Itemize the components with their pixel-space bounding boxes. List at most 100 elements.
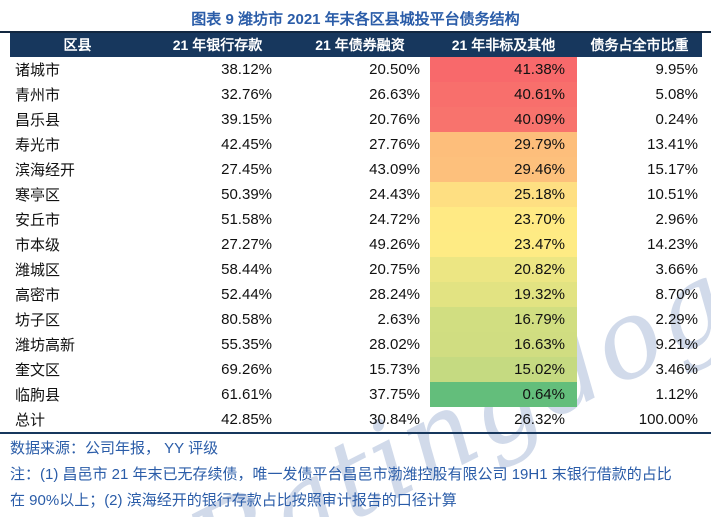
column-header-district: 区县 [10, 33, 145, 57]
bank-deposit-cell: 61.61% [221, 386, 272, 403]
table-row: 临朐县 61.61% 37.75% 0.64% 1.12% [10, 382, 702, 407]
bond-financing-cell: 24.72% [369, 211, 420, 228]
bond-financing-cell: 20.50% [369, 61, 420, 78]
nonstd-other-cell: 26.32% [514, 411, 565, 428]
bond-financing-cell: 37.75% [369, 386, 420, 403]
bond-financing-cell: 24.43% [369, 186, 420, 203]
bond-financing-cell: 26.63% [369, 86, 420, 103]
district-cell: 诸城市 [15, 62, 61, 79]
nonstd-other-cell: 25.18% [430, 182, 577, 207]
table-row: 潍城区 58.44% 20.75% 20.82% 3.66% [10, 257, 702, 282]
bank-deposit-cell: 39.15% [221, 111, 272, 128]
citywide-share-cell: 9.95% [655, 61, 698, 78]
district-cell: 寒亭区 [15, 187, 61, 204]
nonstd-other-cell: 23.47% [430, 232, 577, 257]
citywide-share-cell: 2.29% [655, 311, 698, 328]
data-source-line: 数据来源：公司年报， YY 评级 [10, 440, 219, 457]
citywide-share-cell: 8.70% [655, 286, 698, 303]
bond-financing-cell: 43.09% [369, 161, 420, 178]
debt-structure-table: 区县 21 年银行存款 21 年债券融资 21 年非标及其他 债务占全市比重 诸… [10, 33, 702, 432]
bank-deposit-cell: 80.58% [221, 311, 272, 328]
nonstd-other-cell: 40.61% [430, 82, 577, 107]
table-row: 潍坊高新 55.35% 28.02% 16.63% 9.21% [10, 332, 702, 357]
bank-deposit-cell: 32.76% [221, 86, 272, 103]
table-row: 寿光市 42.45% 27.76% 29.79% 13.41% [10, 132, 702, 157]
citywide-share-cell: 2.96% [655, 211, 698, 228]
nonstd-other-cell: 40.09% [430, 107, 577, 132]
table-body: 诸城市 38.12% 20.50% 41.38% 9.95% 青州市 32.76% 26.63… [10, 57, 702, 432]
bond-financing-cell: 28.02% [369, 336, 420, 353]
district-cell: 奎文区 [15, 362, 61, 379]
table-row: 安丘市 51.58% 24.72% 23.70% 2.96% [10, 207, 702, 232]
bank-deposit-cell: 27.45% [221, 161, 272, 178]
page-title: 图表 9 潍坊市 2021 年末各区县城投平台债务结构 [191, 11, 520, 28]
citywide-share-cell: 14.23% [647, 236, 698, 253]
nonstd-other-cell: 15.02% [430, 357, 577, 382]
district-cell: 高密市 [15, 287, 61, 304]
district-cell: 临朐县 [15, 387, 61, 404]
nonstd-other-cell: 20.82% [430, 257, 577, 282]
bond-financing-cell: 15.73% [369, 361, 420, 378]
nonstd-other-cell: 41.38% [430, 57, 577, 82]
bond-financing-cell: 27.76% [369, 136, 420, 153]
bank-deposit-cell: 42.85% [221, 411, 272, 428]
district-cell: 潍城区 [15, 262, 61, 279]
bond-financing-cell: 20.76% [369, 111, 420, 128]
bond-financing-cell: 20.75% [369, 261, 420, 278]
nonstd-other-cell: 16.79% [430, 307, 577, 332]
district-cell: 潍坊高新 [15, 337, 76, 354]
citywide-share-cell: 15.17% [647, 161, 698, 178]
bottom-divider [0, 432, 711, 434]
citywide-share-cell: 0.24% [655, 111, 698, 128]
column-header-share: 债务占全市比重 [577, 33, 702, 57]
citywide-share-cell: 1.12% [655, 386, 698, 403]
bond-financing-cell: 28.24% [369, 286, 420, 303]
table-row: 市本级 27.27% 49.26% 23.47% 14.23% [10, 232, 702, 257]
footnote-block: 数据来源：公司年报， YY 评级 注：(1) 昌邑市 21 年末已无存续债，唯一… [10, 436, 705, 514]
table-row: 总计 42.85% 30.84% 26.32% 100.00% [10, 407, 702, 432]
table-row: 诸城市 38.12% 20.50% 41.38% 9.95% [10, 57, 702, 82]
district-cell: 坊子区 [15, 312, 61, 329]
district-cell: 市本级 [15, 237, 61, 254]
nonstd-other-cell: 29.46% [430, 157, 577, 182]
nonstd-other-cell: 0.64% [430, 382, 577, 407]
note-line-1: 注：(1) 昌邑市 21 年末已无存续债，唯一发债平台昌邑市渤潍控股有限公司 1… [10, 466, 672, 483]
district-cell: 寿光市 [15, 137, 61, 154]
note-line-2: 在 90%以上；(2) 滨海经开的银行存款占比按照审计报告的口径计算 [10, 492, 457, 509]
bond-financing-cell: 49.26% [369, 236, 420, 253]
bank-deposit-cell: 38.12% [221, 61, 272, 78]
bank-deposit-cell: 27.27% [221, 236, 272, 253]
bond-financing-cell: 2.63% [377, 311, 420, 328]
bank-deposit-cell: 69.26% [221, 361, 272, 378]
table-row: 高密市 52.44% 28.24% 19.32% 8.70% [10, 282, 702, 307]
district-cell: 青州市 [15, 87, 61, 104]
nonstd-other-cell: 16.63% [430, 332, 577, 357]
table-row: 滨海经开 27.45% 43.09% 29.46% 15.17% [10, 157, 702, 182]
bank-deposit-cell: 52.44% [221, 286, 272, 303]
citywide-share-cell: 5.08% [655, 86, 698, 103]
table-header-row: 区县 21 年银行存款 21 年债券融资 21 年非标及其他 债务占全市比重 [10, 33, 702, 57]
nonstd-other-cell: 19.32% [430, 282, 577, 307]
citywide-share-cell: 9.21% [655, 336, 698, 353]
district-cell: 总计 [15, 412, 46, 429]
bank-deposit-cell: 50.39% [221, 186, 272, 203]
table-row: 奎文区 69.26% 15.73% 15.02% 3.46% [10, 357, 702, 382]
bank-deposit-cell: 55.35% [221, 336, 272, 353]
nonstd-other-cell: 29.79% [430, 132, 577, 157]
district-cell: 滨海经开 [15, 162, 76, 179]
citywide-share-cell: 10.51% [647, 186, 698, 203]
citywide-share-cell: 3.46% [655, 361, 698, 378]
table-row: 寒亭区 50.39% 24.43% 25.18% 10.51% [10, 182, 702, 207]
nonstd-other-cell: 23.70% [430, 207, 577, 232]
citywide-share-cell: 13.41% [647, 136, 698, 153]
citywide-share-cell: 3.66% [655, 261, 698, 278]
bank-deposit-cell: 51.58% [221, 211, 272, 228]
citywide-share-cell: 100.00% [638, 411, 698, 428]
column-header-bank: 21 年银行存款 [145, 33, 290, 57]
district-cell: 安丘市 [15, 212, 61, 229]
top-divider [0, 31, 711, 33]
bond-financing-cell: 30.84% [369, 411, 420, 428]
bank-deposit-cell: 58.44% [221, 261, 272, 278]
district-cell: 昌乐县 [15, 112, 61, 129]
table-row: 青州市 32.76% 26.63% 40.61% 5.08% [10, 82, 702, 107]
